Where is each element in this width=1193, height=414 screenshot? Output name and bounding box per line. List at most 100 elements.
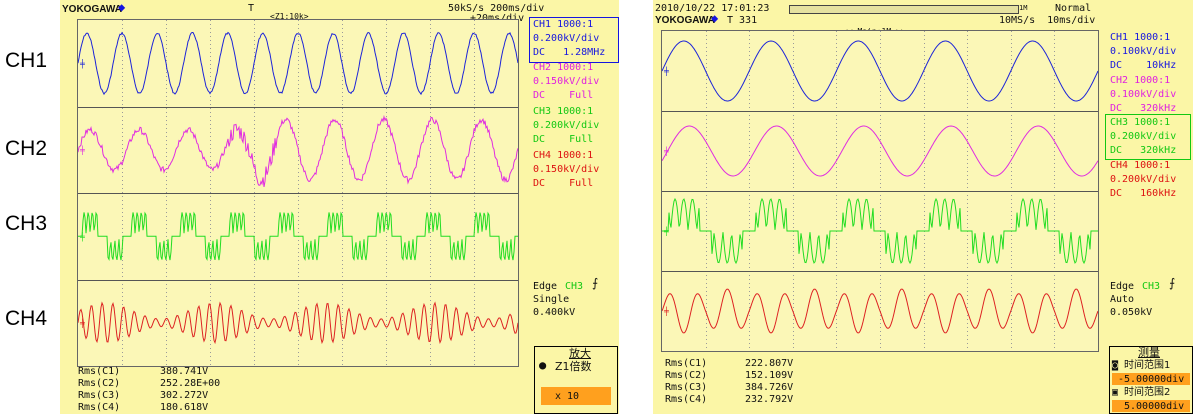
datetime: 2010/10/22 17:01:23 (655, 3, 770, 14)
time-range2-option[interactable]: 时间范围2 (1124, 387, 1171, 398)
ch1-settings-highlight (529, 17, 619, 63)
ch2-label: CH2 (5, 137, 48, 160)
r-meas-value-3: 384.726V (745, 382, 794, 393)
zoom-window-label: <Z1:10k> (270, 12, 309, 21)
r-ch4-waveform (662, 288, 1098, 334)
waveform-canvas: ╪ ╪ ╪ ╪ (78, 20, 518, 366)
r-trigger-edge-label: Edge (1110, 281, 1135, 292)
trigger-position-marker: T (248, 3, 255, 14)
zoom-factor-option[interactable]: Z1倍数 (555, 360, 592, 373)
svg-text:╪: ╪ (79, 58, 85, 68)
time-range2-value-box[interactable]: 5.00000div (1112, 400, 1190, 412)
trigger-count: T 331 (727, 15, 758, 26)
r-trigger-level: 0.050kV (1110, 307, 1153, 318)
time-range2-value: 5.00000div (1124, 401, 1185, 412)
trigger-mode: Single (533, 294, 570, 305)
meas-value-3: 302.272V (160, 390, 209, 401)
time-range1-value: -5.00000div (1118, 374, 1185, 385)
radio-selected-icon: ◙ (1112, 360, 1119, 371)
ch3-scale: 0.200kV/div (533, 120, 600, 131)
r-ch4-coupling: DC 160kHz (1110, 188, 1177, 199)
measure-menu-title: 测量 (1138, 346, 1160, 359)
svg-text:╪: ╪ (79, 231, 85, 241)
r-ch1-waveform (662, 40, 1098, 102)
zoom-factor-value-box[interactable]: x 10 (541, 387, 611, 405)
radio-unselected-icon: ▣ (1112, 387, 1119, 398)
ch1-waveform (78, 31, 518, 96)
r-ch4-name: CH4 1000:1 (1110, 160, 1171, 171)
record-length-label: 1M (1019, 4, 1028, 12)
ch2-name: CH2 1000:1 (533, 62, 594, 73)
r-ch2-scale: 0.100kV/div (1110, 89, 1177, 100)
r-ch2-waveform (662, 125, 1098, 177)
rising-edge-icon: ⨍ (1169, 276, 1176, 290)
acquisition-mode: Normal (1055, 3, 1092, 14)
brand-logo-right: YOKOGAWA (655, 15, 716, 26)
trigger-level: 0.400kV (533, 307, 576, 318)
ch3-coupling: DC Full (533, 134, 594, 145)
trigger-edge-label: Edge (533, 281, 558, 292)
ch3-name: CH3 1000:1 (533, 106, 594, 117)
ch1-coupling: DC 1.28MHz (533, 47, 606, 58)
ch4-coupling: DC Full (533, 178, 594, 189)
r-trigger-source: CH3 (1142, 281, 1161, 292)
right-waveform-grid: ╪ ╪ ╪ ╪ (661, 30, 1099, 352)
ch4-name: CH4 1000:1 (533, 150, 594, 161)
sample-rate-readout: 50kS/s 200ms/div (448, 3, 545, 14)
r-trigger-mode: Auto (1110, 294, 1135, 305)
zoom-rate-readout: +20ms/div (470, 13, 524, 24)
svg-text:╪: ╪ (79, 145, 85, 155)
left-waveform-grid: ╪ ╪ ╪ ╪ (77, 19, 519, 367)
ch4-label: CH4 (5, 307, 48, 330)
ch1-label: CH1 (5, 49, 48, 72)
record-position-bar (789, 5, 1019, 14)
ch1-name: CH1 1000:1 (533, 19, 594, 30)
r-ch1-scale: 0.100kV/div (1110, 46, 1177, 57)
zoom-softkey-menu[interactable]: 放大 ● Z1倍数 x 10 (534, 346, 618, 414)
r-ch2-coupling: DC 320kHz (1110, 103, 1177, 114)
zoom-menu-title: 放大 (569, 347, 591, 360)
meas-label-2: Rms(C2) (78, 378, 121, 389)
measure-softkey-menu[interactable]: 测量 ◙ 时间范围1 -5.00000div ▣ 时间范围2 5.00000di… (1109, 346, 1193, 414)
r-ch4-scale: 0.200kV/div (1110, 174, 1177, 185)
meas-value-2: 252.28E+00 (160, 378, 221, 389)
r-meas-value-2: 152.109V (745, 370, 794, 381)
r-ch3-settings-highlight (1105, 114, 1191, 160)
meas-label-3: Rms(C3) (78, 390, 121, 401)
r-meas-label-4: Rms(C4) (665, 394, 708, 405)
r-ch1-coupling: DC 10kHz (1110, 60, 1177, 71)
ch3-waveform (78, 211, 518, 261)
zoom-factor-value: x 10 (555, 391, 580, 402)
time-range1-option[interactable]: 时间范围1 (1124, 360, 1171, 371)
ch2-scale: 0.150kV/div (533, 76, 600, 87)
meas-value-4: 180.618V (160, 402, 209, 413)
right-oscilloscope-screen: 2010/10/22 17:01:23 1M Normal YOKOGAWA ◆… (653, 0, 1193, 414)
ch3-label: CH3 (5, 212, 48, 235)
ch2-waveform (78, 114, 518, 187)
sample-rate-readout-right: 10MS/s 10ms/div (999, 15, 1096, 26)
diamond-icon: ◆ (118, 0, 126, 14)
r-meas-label-1: Rms(C1) (665, 358, 708, 369)
brand-logo: YOKOGAWA (62, 4, 123, 15)
r-meas-label-3: Rms(C3) (665, 382, 708, 393)
ch1-scale: 0.200kV/div (533, 33, 600, 44)
r-meas-value-4: 232.792V (745, 394, 794, 405)
meas-label-1: Rms(C1) (78, 366, 121, 377)
waveform-canvas: ╪ ╪ ╪ ╪ (662, 31, 1098, 351)
radio-selected-icon: ● (539, 358, 547, 372)
svg-text:╪: ╪ (663, 146, 669, 156)
left-oscilloscope-screen: YOKOGAWA ◆ T 50kS/s 200ms/div <Z1:10k> +… (60, 0, 619, 414)
diamond-icon: ◆ (711, 11, 719, 25)
r-ch2-name: CH2 1000:1 (1110, 75, 1171, 86)
r-meas-label-2: Rms(C2) (665, 370, 708, 381)
svg-text:╪: ╪ (663, 226, 669, 236)
meas-label-4: Rms(C4) (78, 402, 121, 413)
meas-value-1: 380.741V (160, 366, 209, 377)
r-ch3-name: CH3 1000:1 (1110, 117, 1171, 128)
svg-text:╪: ╪ (663, 306, 669, 316)
ch4-waveform (78, 301, 518, 345)
time-range1-value-box[interactable]: -5.00000div (1112, 373, 1190, 385)
ch4-scale: 0.150kV/div (533, 164, 600, 175)
r-ch1-name: CH1 1000:1 (1110, 32, 1171, 43)
ch2-coupling: DC Full (533, 90, 594, 101)
